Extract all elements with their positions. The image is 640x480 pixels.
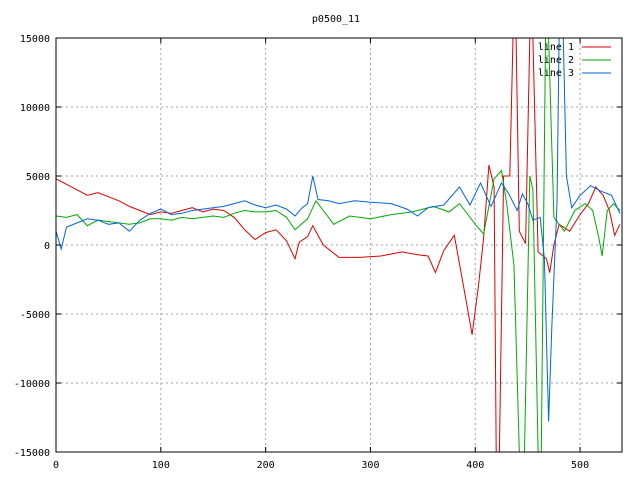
plot-area bbox=[56, 38, 621, 452]
y-tick-label: 10000 bbox=[20, 103, 50, 114]
series-line bbox=[56, 38, 621, 452]
series-line bbox=[56, 38, 621, 422]
legend: line 1 line 2 line 3 bbox=[538, 42, 611, 79]
y-tick-label: 15000 bbox=[20, 34, 50, 45]
x-tick-label: 200 bbox=[257, 460, 275, 471]
x-tick-label: 300 bbox=[361, 460, 379, 471]
legend-label: line 3 bbox=[538, 68, 574, 79]
grid-lines bbox=[56, 38, 622, 452]
y-tick-label: 0 bbox=[44, 241, 50, 252]
legend-label: line 2 bbox=[538, 55, 574, 66]
series-line bbox=[56, 38, 621, 452]
x-tick-label: 500 bbox=[571, 460, 589, 471]
chart-title: p0500_11 bbox=[312, 14, 360, 25]
x-tick-label: 0 bbox=[53, 460, 59, 471]
y-tick-label: 5000 bbox=[26, 172, 50, 183]
y-tick-label: -5000 bbox=[20, 310, 50, 321]
x-tick-label: 100 bbox=[152, 460, 170, 471]
y-tick-label: -10000 bbox=[14, 379, 50, 390]
legend-label: line 1 bbox=[538, 42, 574, 53]
axes: -15000 -10000 -5000 0 5000 10000 15000 0 100 200 3… bbox=[14, 34, 623, 471]
y-tick-label: -15000 bbox=[14, 448, 50, 459]
x-tick-label: 400 bbox=[466, 460, 484, 471]
